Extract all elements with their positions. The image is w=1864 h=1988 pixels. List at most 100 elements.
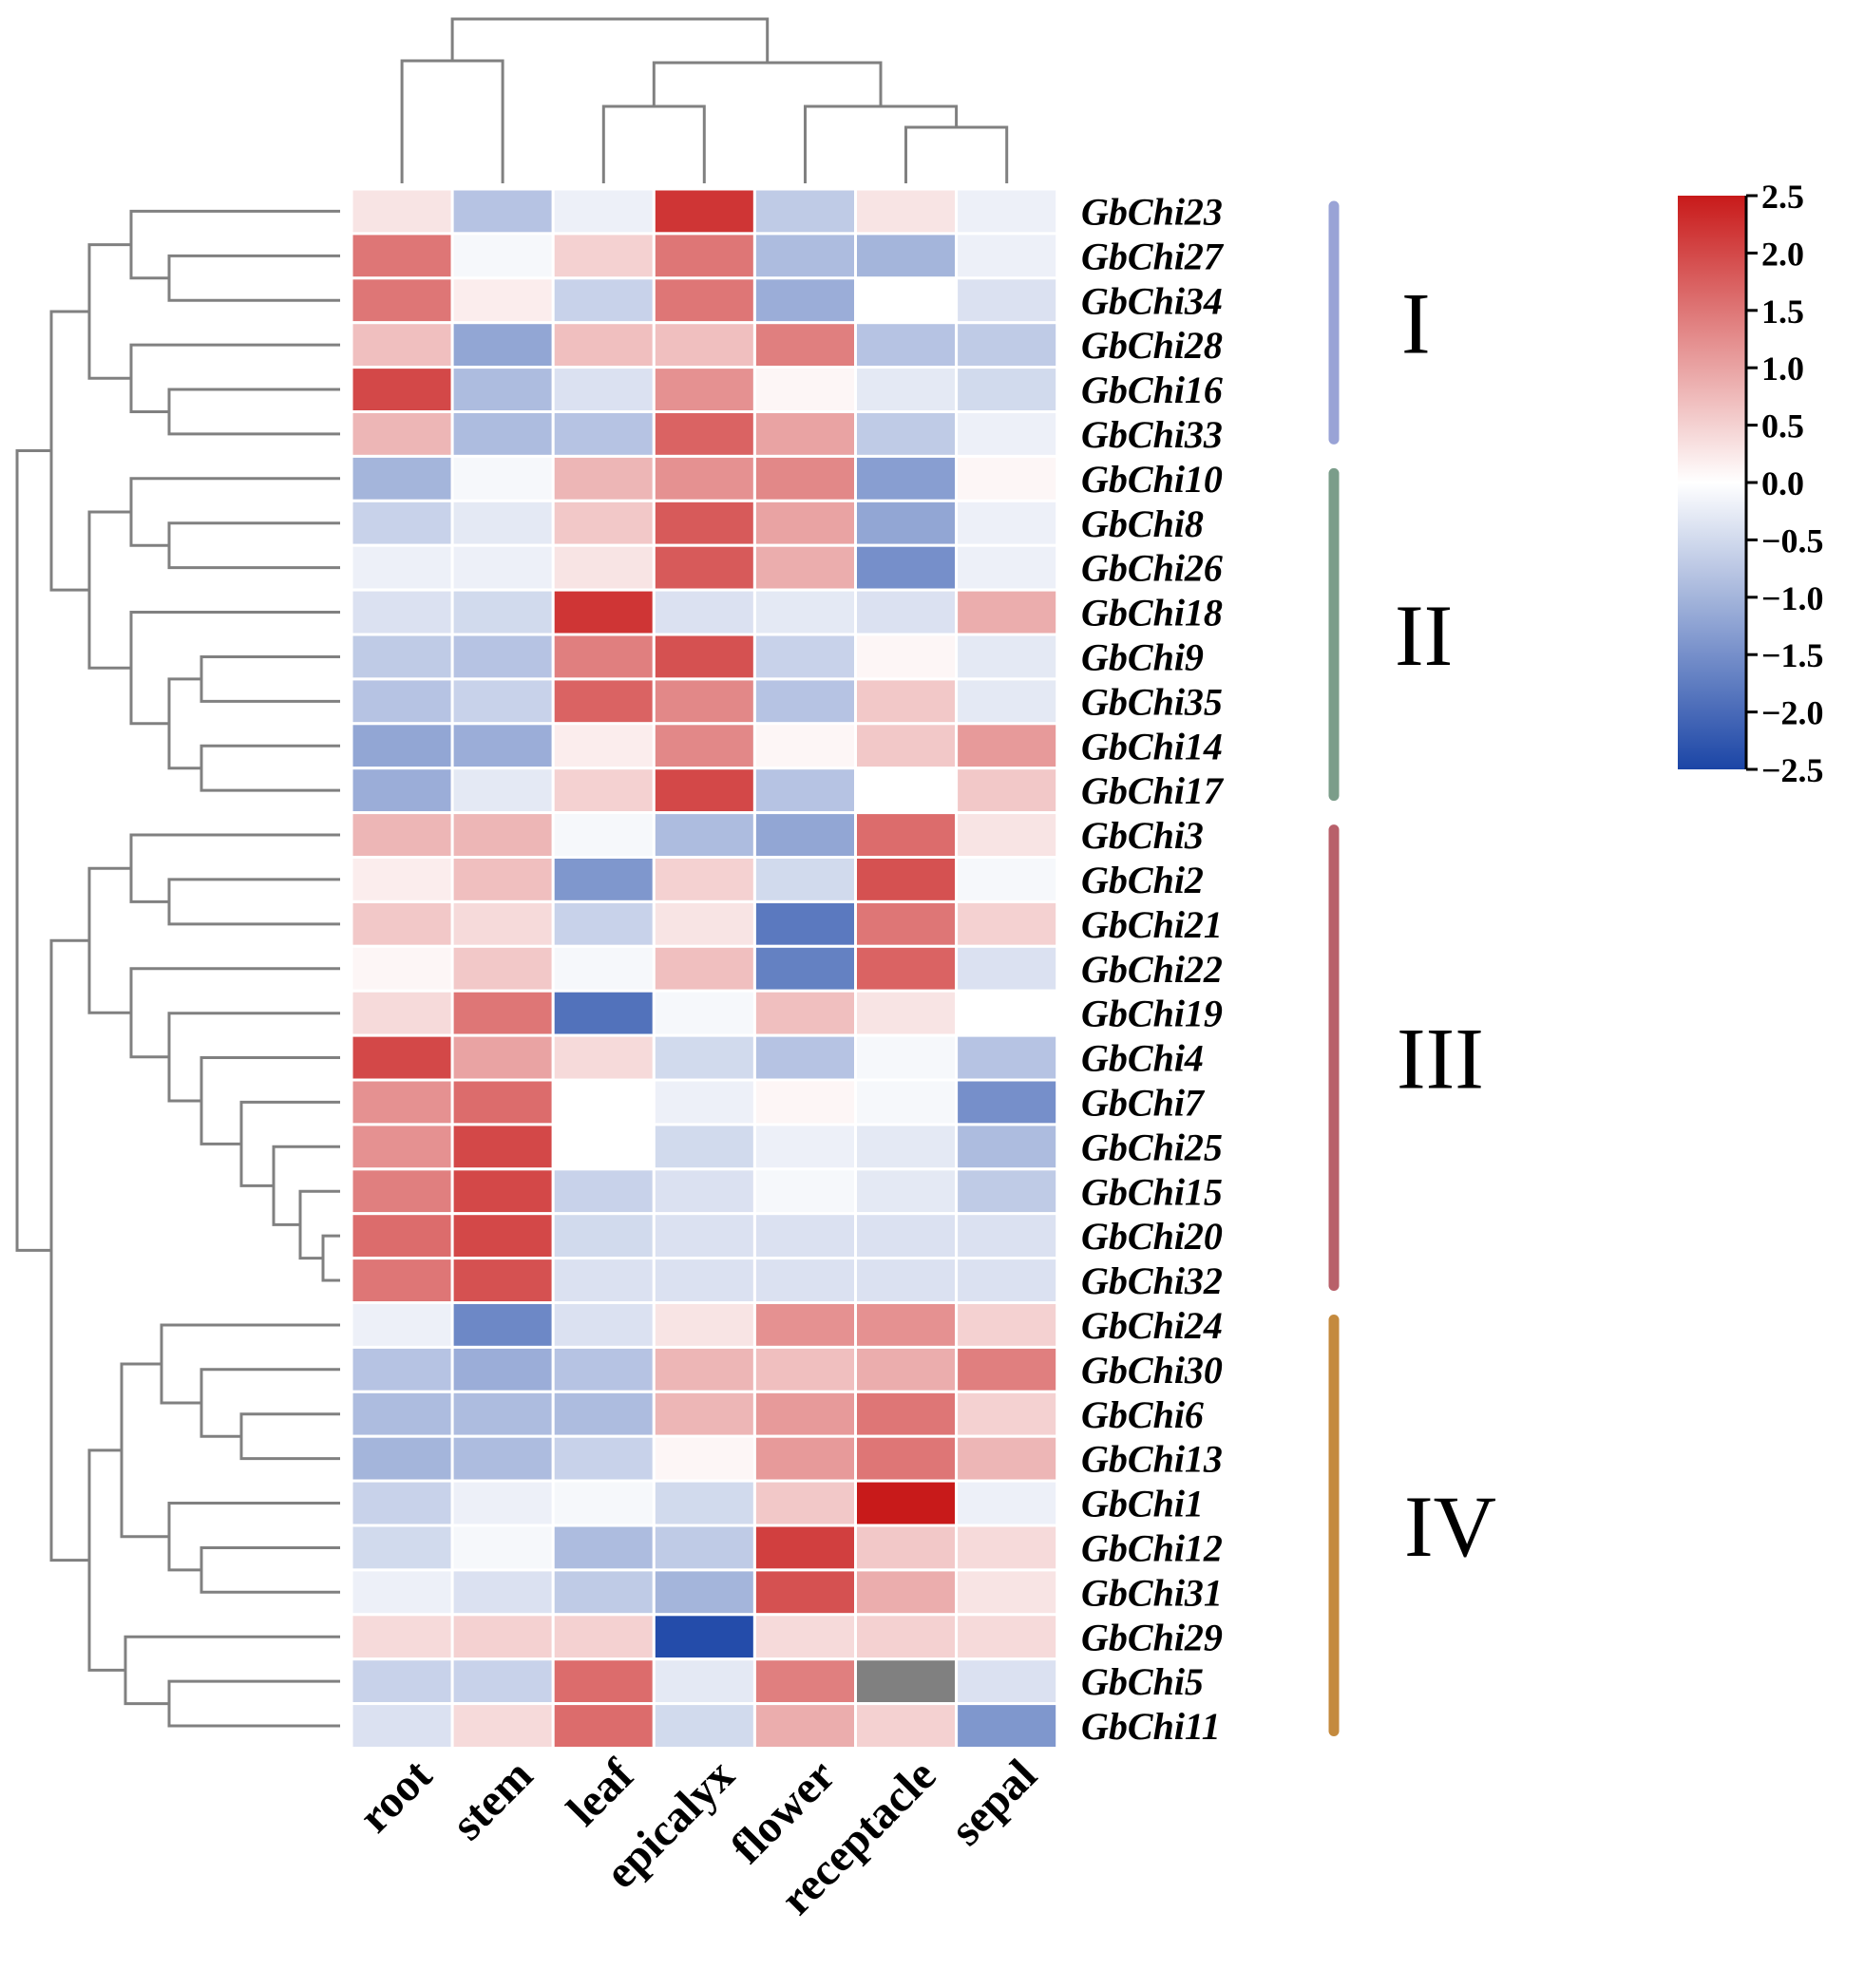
heatmap-cell-GbChi6-sepal <box>955 1390 1059 1438</box>
heatmap-cell-GbChi2-sepal <box>955 856 1059 903</box>
heatmap-cell-GbChi11-epicalyx <box>652 1702 756 1750</box>
row-label-GbChi24: GbChi24 <box>1081 1304 1223 1347</box>
heatmap-cell-GbChi6-receptacle <box>854 1390 959 1438</box>
heatmap-cell-GbChi18-receptacle <box>854 588 959 636</box>
heatmap-cell-GbChi24-stem <box>450 1301 555 1349</box>
heatmap-cell-GbChi20-leaf <box>551 1212 656 1260</box>
heatmap-cell-GbChi17-leaf <box>551 767 656 815</box>
heatmap-cell-GbChi11-leaf <box>551 1702 656 1750</box>
heatmap-cell-GbChi3-leaf <box>551 811 656 859</box>
heatmap-cell-GbChi35-flower <box>752 677 858 726</box>
column-dendrogram-link-root-stem <box>400 59 504 183</box>
heatmap-cell-GbChi31-flower <box>752 1568 858 1617</box>
row-dendrogram-link-32 <box>49 938 89 1562</box>
heatmap-cell-GbChi23-stem <box>450 187 555 236</box>
heatmap-cell-GbChi22-epicalyx <box>652 944 756 993</box>
heatmap-cell-GbChi25-epicalyx <box>652 1123 756 1171</box>
heatmap-cell-GbChi17-receptacle <box>854 767 959 815</box>
heatmap-cell-GbChi15-leaf <box>551 1167 656 1216</box>
heatmap-cell-GbChi32-receptacle <box>854 1257 959 1304</box>
row-dendrogram-link-11 <box>87 510 131 670</box>
heatmap-cell-GbChi18-leaf <box>551 588 656 636</box>
heatmap-cell-GbChi31-stem <box>450 1568 555 1617</box>
heatmap-cell-GbChi22-stem <box>450 944 555 993</box>
row-dendrogram-link-29 <box>167 1679 340 1728</box>
heatmap-cell-GbChi10-epicalyx <box>652 454 756 502</box>
heatmap-cell-GbChi10-leaf <box>551 454 656 502</box>
row-dendrogram-link-30 <box>124 1635 340 1706</box>
heatmap-cell-GbChi20-root <box>350 1212 454 1260</box>
row-dendrogram-link-6 <box>129 477 340 547</box>
row-label-GbChi30: GbChi30 <box>1081 1349 1223 1392</box>
row-label-GbChi11: GbChi11 <box>1081 1705 1221 1748</box>
row-label-GbChi26: GbChi26 <box>1081 547 1223 590</box>
row-label-GbChi27: GbChi27 <box>1081 235 1225 277</box>
heatmap-cell-GbChi2-receptacle <box>854 856 959 903</box>
heatmap-cell-GbChi35-stem <box>450 677 555 726</box>
heatmap-cell-GbChi23-epicalyx <box>652 187 756 236</box>
heatmap-cell-GbChi19-flower <box>752 989 858 1037</box>
row-dendrogram-link-15 <box>321 1234 340 1282</box>
row-dendrogram-link-25 <box>160 1323 340 1405</box>
row-dendrogram-link-5 <box>167 521 340 570</box>
heatmap-cell-GbChi7-stem <box>450 1078 555 1127</box>
heatmap-cell-GbChi7-epicalyx <box>652 1078 756 1127</box>
row-label-GbChi23: GbChi23 <box>1081 190 1223 233</box>
heatmap-cell-GbChi13-flower <box>752 1434 858 1483</box>
heatmap-cell-GbChi10-stem <box>450 454 555 502</box>
heatmap-cell-GbChi28-receptacle <box>854 321 959 369</box>
row-dendrogram-link-17 <box>272 1145 340 1226</box>
heatmap-cell-GbChi25-flower <box>752 1123 858 1171</box>
heatmap-cell-GbChi35-root <box>350 677 454 726</box>
heatmap-cell-GbChi29-stem <box>450 1613 555 1661</box>
heatmap-cell-GbChi35-sepal <box>955 677 1059 726</box>
row-dendrogram-link-8 <box>200 744 340 792</box>
heatmap-cell-GbChi4-receptacle <box>854 1033 959 1082</box>
heatmap-cell-GbChi16-stem <box>450 366 555 414</box>
heatmap-cell-GbChi26-sepal <box>955 543 1059 592</box>
row-label-GbChi22: GbChi22 <box>1081 948 1223 991</box>
row-dendrogram-link-12 <box>49 310 89 592</box>
heatmap-cell-GbChi21-receptacle <box>854 899 959 948</box>
heatmap-cell-GbChi19-root <box>350 989 454 1037</box>
colorbar-tick-label-10: −2.5 <box>1761 751 1824 789</box>
heatmap-cell-GbChi9-root <box>350 633 454 681</box>
heatmap-cell-GbChi18-sepal <box>955 588 1059 636</box>
row-label-GbChi33: GbChi33 <box>1081 413 1223 456</box>
colorbar-tick-label-0: 2.5 <box>1761 178 1804 216</box>
heatmap-cell-GbChi28-flower <box>752 321 858 369</box>
heatmap-cell-GbChi5-sepal <box>955 1657 1059 1706</box>
heatmap-cell-GbChi3-receptacle <box>854 811 959 859</box>
row-label-GbChi4: GbChi4 <box>1081 1037 1204 1080</box>
heatmap-cell-GbChi23-flower <box>752 187 858 236</box>
heatmap-cell-GbChi34-stem <box>450 276 555 325</box>
colorbar-tick-label-9: −2.0 <box>1761 694 1824 732</box>
heatmap-cell-GbChi25-receptacle <box>854 1123 959 1171</box>
heatmap-cell-GbChi33-flower <box>752 410 858 458</box>
row-dendrogram <box>15 209 340 1728</box>
heatmap-cell-GbChi10-root <box>350 454 454 502</box>
heatmap-cell-GbChi2-flower <box>752 856 858 903</box>
heatmap-cell-GbChi11-receptacle <box>854 1702 959 1750</box>
heatmap-cell-GbChi8-root <box>350 499 454 547</box>
heatmap-cell-GbChi15-stem <box>450 1167 555 1216</box>
heatmap-cell-GbChi26-flower <box>752 543 858 592</box>
row-label-GbChi16: GbChi16 <box>1081 369 1223 411</box>
heatmap-cell-GbChi16-leaf <box>551 366 656 414</box>
heatmap-cell-GbChi7-sepal <box>955 1078 1059 1127</box>
heatmap-cell-GbChi19-leaf <box>551 989 656 1037</box>
heatmap-cell-GbChi33-sepal <box>955 410 1059 458</box>
row-label-GbChi5: GbChi5 <box>1081 1660 1204 1703</box>
heatmap-cell-GbChi22-receptacle <box>854 944 959 993</box>
heatmap-cell-GbChi21-root <box>350 899 454 948</box>
heatmap-cell-GbChi25-root <box>350 1123 454 1171</box>
heatmap-cell-GbChi25-leaf <box>551 1123 656 1171</box>
heatmap-cell-GbChi29-root <box>350 1613 454 1661</box>
heatmap-cell-GbChi33-epicalyx <box>652 410 756 458</box>
heatmap-cell-GbChi4-root <box>350 1033 454 1082</box>
heatmap-cell-GbChi12-epicalyx <box>652 1524 756 1572</box>
row-dendrogram-link-2 <box>167 388 340 436</box>
heatmap-cell-GbChi11-sepal <box>955 1702 1059 1750</box>
heatmap-cell-GbChi18-flower <box>752 588 858 636</box>
